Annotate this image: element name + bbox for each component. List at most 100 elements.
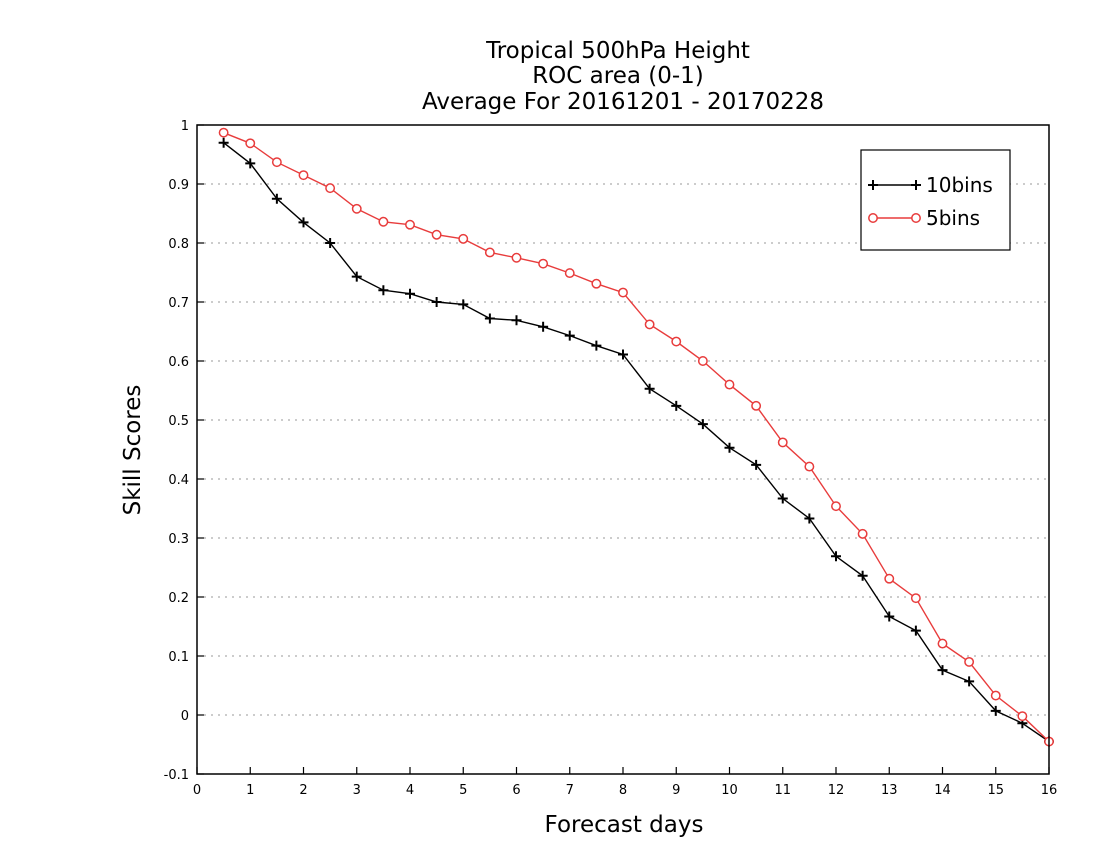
data-point: [298, 170, 309, 181]
data-point: [937, 665, 948, 676]
y-tick-label: 0.6: [168, 355, 189, 370]
data-point: [378, 216, 389, 227]
data-point: [298, 217, 309, 228]
x-tick-label: 16: [1041, 783, 1058, 798]
data-point: [484, 313, 495, 324]
data-point: [591, 278, 602, 289]
data-point: [378, 285, 389, 296]
data-point: [245, 138, 256, 149]
data-point: [458, 233, 469, 244]
data-point: [431, 297, 442, 307]
x-tick-label: 12: [828, 783, 845, 798]
axis-ticks: -0.100.10.20.30.40.50.60.70.80.910 1 2 3 4 5 6…: [164, 119, 1058, 798]
data-point: [564, 330, 575, 341]
x-tick-label: 8: [619, 783, 627, 798]
legend-marker: [911, 180, 921, 190]
data-point: [431, 229, 442, 240]
data-point: [751, 459, 762, 470]
data-point: [271, 157, 282, 168]
series-5bins: [218, 127, 1054, 747]
legend-marker: [868, 213, 878, 223]
x-tick-label: 9: [672, 783, 680, 798]
data-point: [644, 383, 655, 394]
x-tick-label: 2: [299, 783, 307, 798]
data-point: [990, 690, 1001, 701]
data-point: [538, 321, 549, 332]
data-point: [884, 611, 895, 622]
data-point: [964, 656, 975, 667]
data-point: [990, 705, 1001, 716]
x-tick-label: 7: [566, 783, 574, 798]
series-line: [223, 142, 1050, 743]
data-point: [804, 513, 815, 524]
data-point: [564, 268, 575, 279]
data-point: [618, 287, 628, 298]
x-tick-label: 15: [987, 783, 1004, 798]
data-point: [538, 258, 549, 269]
y-tick-label: 0.8: [168, 237, 189, 252]
x-tick-label: 4: [406, 783, 414, 798]
data-point: [218, 137, 229, 148]
y-tick-label: 0: [181, 709, 189, 724]
data-point: [591, 340, 602, 351]
legend-label: 5bins: [926, 206, 980, 230]
data-point: [910, 593, 921, 604]
y-tick-label: 0.1: [168, 650, 189, 665]
data-point: [511, 315, 522, 326]
data-point: [831, 501, 841, 512]
data-point: [671, 400, 682, 411]
data-point: [644, 319, 655, 330]
x-tick-label: 11: [774, 783, 791, 798]
data-point: [857, 570, 868, 581]
x-tick-label: 13: [881, 783, 898, 798]
chart-title-line-2: ROC area (0-1): [532, 63, 704, 89]
x-tick-label: 5: [459, 783, 467, 798]
data-point: [218, 127, 229, 138]
x-tick-label: 6: [512, 783, 520, 798]
x-tick-label: 10: [721, 783, 738, 798]
y-tick-label: 0.3: [168, 532, 189, 547]
data-point: [325, 238, 336, 248]
data-point: [245, 158, 256, 169]
data-point: [458, 299, 469, 310]
data-point: [405, 219, 415, 230]
data-point: [618, 349, 628, 360]
data-point: [325, 183, 336, 194]
y-tick-label: 1: [181, 119, 189, 134]
data-point: [697, 419, 708, 430]
data-point: [511, 252, 522, 263]
data-point: [777, 437, 788, 448]
y-tick-label: 0.5: [168, 414, 189, 429]
data-point: [271, 193, 282, 204]
y-tick-label: 0.9: [168, 178, 189, 193]
legend-item: 10bins: [868, 173, 993, 197]
data-point: [351, 271, 362, 282]
series-line: [223, 132, 1050, 743]
data-point: [751, 400, 762, 411]
data-point: [724, 379, 735, 390]
data-point: [697, 356, 708, 366]
y-tick-label: -0.1: [164, 768, 189, 783]
x-tick-label: 3: [353, 783, 361, 798]
x-tick-label: 14: [934, 783, 951, 798]
y-tick-label: 0.4: [168, 473, 189, 488]
data-point: [857, 528, 868, 539]
x-axis-label: Forecast days: [545, 812, 704, 838]
y-axis-label: Skill Scores: [120, 385, 146, 516]
data-point: [405, 288, 415, 299]
data-point: [671, 336, 682, 347]
legend-box: [860, 149, 1011, 251]
chart-title-line-1: Tropical 500hPa Height: [485, 38, 750, 64]
data-point: [724, 442, 735, 453]
data-point: [351, 203, 362, 214]
x-tick-label: 1: [246, 783, 254, 798]
grid: [197, 183, 1049, 716]
data-point: [804, 461, 815, 472]
x-tick-label: 0: [193, 783, 201, 798]
data-point: [937, 638, 948, 649]
data-point: [884, 573, 895, 584]
legend-marker: [911, 213, 921, 223]
data-point: [1017, 711, 1028, 722]
data-point: [484, 247, 495, 258]
